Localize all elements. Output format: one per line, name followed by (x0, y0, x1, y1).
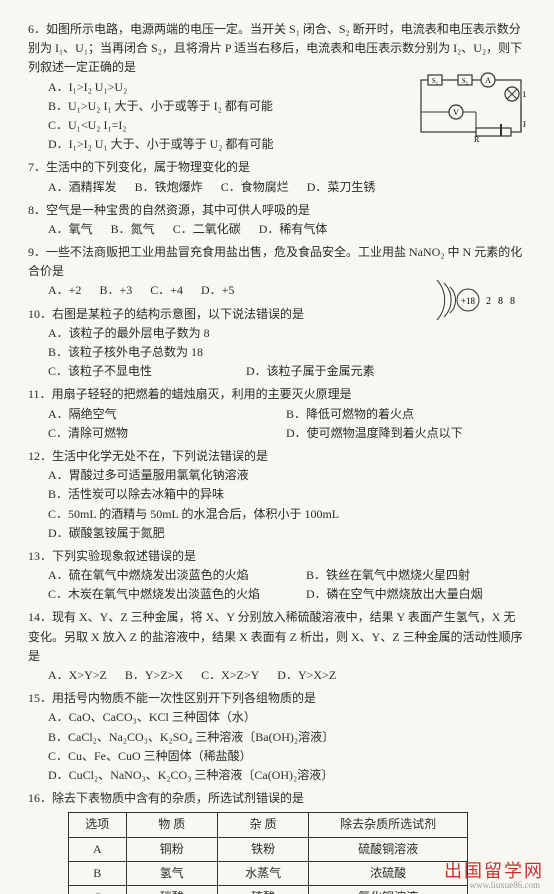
q11-optC: C．清除可燃物 (48, 424, 268, 443)
q9-optA: A．+2 (48, 281, 81, 300)
q15-text: 用括号内物质不能一次性区别开下列各组物质的是 (52, 691, 316, 705)
svg-text:P: P (523, 120, 526, 129)
q13-optB: B．铁丝在氧气中燃烧火星四射 (306, 566, 470, 585)
svg-text:+18: +18 (461, 296, 476, 306)
th2: 杂 质 (217, 813, 308, 837)
q11-optB: B．降低可燃物的着火点 (286, 405, 414, 424)
q7-num: 7． (28, 160, 46, 174)
q16-table: 选项 物 质 杂 质 除去杂质所选试剂 A铜粉铁粉硫酸铜溶液 B氢气水蒸气浓硫酸… (68, 812, 468, 894)
q7-opts: A．酒精挥发 B．铁炮爆炸 C．食物腐烂 D．菜刀生锈 (28, 178, 526, 197)
q12-optB: B．活性炭可以除去冰箱中的异味 (48, 485, 526, 504)
question-16: 16．除去下表物质中含有的杂质，所选试剂错误的是 (28, 789, 526, 808)
svg-text:2: 2 (486, 296, 491, 307)
svg-text:8: 8 (498, 296, 503, 307)
q9-optD: D．+5 (201, 281, 234, 300)
svg-text:V: V (453, 108, 459, 117)
q11-text: 用扇子轻轻的把燃着的蜡烛扇灭，利用的主要灭火原理是 (52, 387, 352, 401)
q8-optD: D．稀有气体 (259, 220, 328, 239)
q8-opts: A．氧气 B．氮气 C．二氧化碳 D．稀有气体 (28, 220, 526, 239)
table-row: C硝酸硫酸氯化钡溶液 (69, 885, 468, 894)
q9-num: 9． (28, 245, 46, 259)
svg-text:8: 8 (510, 296, 515, 307)
q15-opts: A．CaO、CaCO₃、KCl 三种固体（水） B．CaCl₂、Na₂CO₃、K… (28, 708, 526, 785)
q13-optC: C．木炭在氧气中燃烧发出淡蓝色的火焰 (48, 585, 288, 604)
svg-text:A: A (485, 76, 491, 85)
q10-optB: B．该粒子核外电子总数为 18 (48, 343, 203, 362)
q10-optD: D．该粒子属于金属元素 (246, 362, 375, 381)
q14-text: 现有 X、Y、Z 三种金属，将 X、Y 分别放入稀硫酸溶液中，结果 Y 表面产生… (28, 610, 523, 662)
q7-optB: B．铁炮爆炸 (135, 178, 203, 197)
q7-optA: A．酒精挥发 (48, 178, 117, 197)
q15-optD: D．CuCl₂、NaNO₃、K₂CO₃ 三种溶液〔Ca(OH)₂溶液〕 (48, 766, 526, 785)
q12-optA: A．胃酸过多可适量服用氯氧化钠溶液 (48, 466, 526, 485)
svg-text:R: R (474, 135, 480, 142)
q7-optC: C．食物腐烂 (221, 178, 289, 197)
q11-num: 11． (28, 387, 52, 401)
q15-optB: B．CaCl₂、Na₂CO₃、K₂SO₄ 三种溶液〔Ba(OH)₂溶液〕 (48, 728, 526, 747)
question-13: 13．下列实验现象叙述错误的是 A．硫在氧气中燃烧发出淡蓝色的火焰 B．铁丝在氧… (28, 547, 526, 605)
q15-num: 15． (28, 691, 52, 705)
q10-opts: A．该粒子的最外层电子数为 8 B．该粒子核外电子总数为 18 C．该粒子不显电… (28, 324, 408, 382)
svg-text:L: L (523, 90, 526, 99)
q13-num: 13． (28, 549, 52, 563)
th1: 物 质 (126, 813, 217, 837)
q12-opts: A．胃酸过多可适量服用氯氧化钠溶液 B．活性炭可以除去冰箱中的异味 C．50mL… (28, 466, 526, 543)
question-11: 11．用扇子轻轻的把燃着的蜡烛扇灭，利用的主要灭火原理是 A．隔绝空气 B．降低… (28, 385, 526, 443)
q12-text: 生活中化学无处不在，下列说法错误的是 (52, 449, 268, 463)
svg-text:S₁: S₁ (432, 77, 438, 85)
table-row: A铜粉铁粉硫酸铜溶液 (69, 837, 468, 861)
q11-optA: A．隔绝空气 (48, 405, 268, 424)
question-15: 15．用括号内物质不能一次性区别开下列各组物质的是 A．CaO、CaCO₃、KC… (28, 689, 526, 785)
q8-optA: A．氧气 (48, 220, 93, 239)
q12-optC: C．50mL 的酒精与 50mL 的水混合后，体积小于 100mL (48, 505, 526, 524)
q16-text: 除去下表物质中含有的杂质，所选试剂错误的是 (52, 791, 304, 805)
q13-opts: A．硫在氧气中燃烧发出淡蓝色的火焰 B．铁丝在氧气中燃烧火星四射 C．木炭在氧气… (28, 566, 526, 604)
q16-num: 16． (28, 791, 52, 805)
q8-optB: B．氮气 (111, 220, 155, 239)
th0: 选项 (69, 813, 127, 837)
q11-optD: D．使可燃物温度降到着火点以下 (286, 424, 463, 443)
q8-text: 空气是一种宝贵的自然资源，其中可供人呼吸的是 (46, 203, 310, 217)
q9-text: 一些不法商贩把工业用盐冒充食用盐出售，危及食品安全。工业用盐 NaNO₂ 中 N… (28, 245, 522, 278)
q15-optA: A．CaO、CaCO₃、KCl 三种固体（水） (48, 708, 526, 727)
table-head: 选项 物 质 杂 质 除去杂质所选试剂 (69, 813, 468, 837)
question-8: 8．空气是一种宝贵的自然资源，其中可供人呼吸的是 A．氧气 B．氮气 C．二氧化… (28, 201, 526, 239)
q9-optB: B．+3 (99, 281, 132, 300)
q12-num: 12． (28, 449, 52, 463)
question-7: 7．生活中的下列变化，属于物理变化的是 A．酒精挥发 B．铁炮爆炸 C．食物腐烂… (28, 158, 526, 196)
q9-optC: C．+4 (150, 281, 183, 300)
q10-num: 10． (28, 307, 52, 321)
q10-optA: A．该粒子的最外层电子数为 8 (48, 324, 228, 343)
q10-text: 右图是某粒子的结构示意图，以下说法错误的是 (52, 307, 304, 321)
q11-opts: A．隔绝空气 B．降低可燃物的着火点 C．清除可燃物 D．使可燃物温度降到着火点… (28, 405, 526, 443)
atom-diagram: +18 2 8 8 (432, 275, 522, 325)
q7-text: 生活中的下列变化，属于物理变化的是 (46, 160, 250, 174)
q13-optA: A．硫在氧气中燃烧发出淡蓝色的火焰 (48, 566, 288, 585)
q14-optA: A．X>Y>Z (48, 666, 107, 685)
q13-text: 下列实验现象叙述错误的是 (52, 549, 196, 563)
q14-optD: D．Y>X>Z (277, 666, 336, 685)
q8-optC: C．二氧化碳 (173, 220, 241, 239)
svg-text:S₂: S₂ (462, 77, 469, 85)
q14-num: 14． (28, 610, 52, 624)
circuit-diagram: A S₁ S₂ L V R P (416, 72, 526, 142)
q14-optB: B．Y>Z>X (125, 666, 183, 685)
q7-optD: D．菜刀生锈 (307, 178, 376, 197)
q6-num: 6． (28, 22, 46, 36)
q15-optC: C．Cu、Fe、CuO 三种固体（稀盐酸） (48, 747, 526, 766)
q6-text: 如图所示电路，电源两端的电压一定。当开关 S₁ 闭合、S₂ 断开时，电流表和电压… (28, 22, 522, 74)
q14-optC: C．X>Z>Y (201, 666, 259, 685)
watermark-url: www.liuxue86.com (470, 878, 540, 892)
q13-optD: D．磷在空气中燃烧放出大量白烟 (306, 585, 483, 604)
th3: 除去杂质所选试剂 (309, 813, 468, 837)
q8-num: 8． (28, 203, 46, 217)
q14-opts: A．X>Y>Z B．Y>Z>X C．X>Z>Y D．Y>X>Z (28, 666, 526, 685)
question-12: 12．生活中化学无处不在，下列说法错误的是 A．胃酸过多可适量服用氯氧化钠溶液 … (28, 447, 526, 543)
q10-optC: C．该粒子不显电性 (48, 362, 228, 381)
exam-page: 6．如图所示电路，电源两端的电压一定。当开关 S₁ 闭合、S₂ 断开时，电流表和… (0, 0, 554, 894)
table-row: B氢气水蒸气浓硫酸 (69, 861, 468, 885)
q12-optD: D．碳酸氢铵属于氮肥 (48, 524, 526, 543)
question-14: 14．现有 X、Y、Z 三种金属，将 X、Y 分别放入稀硫酸溶液中，结果 Y 表… (28, 608, 526, 685)
